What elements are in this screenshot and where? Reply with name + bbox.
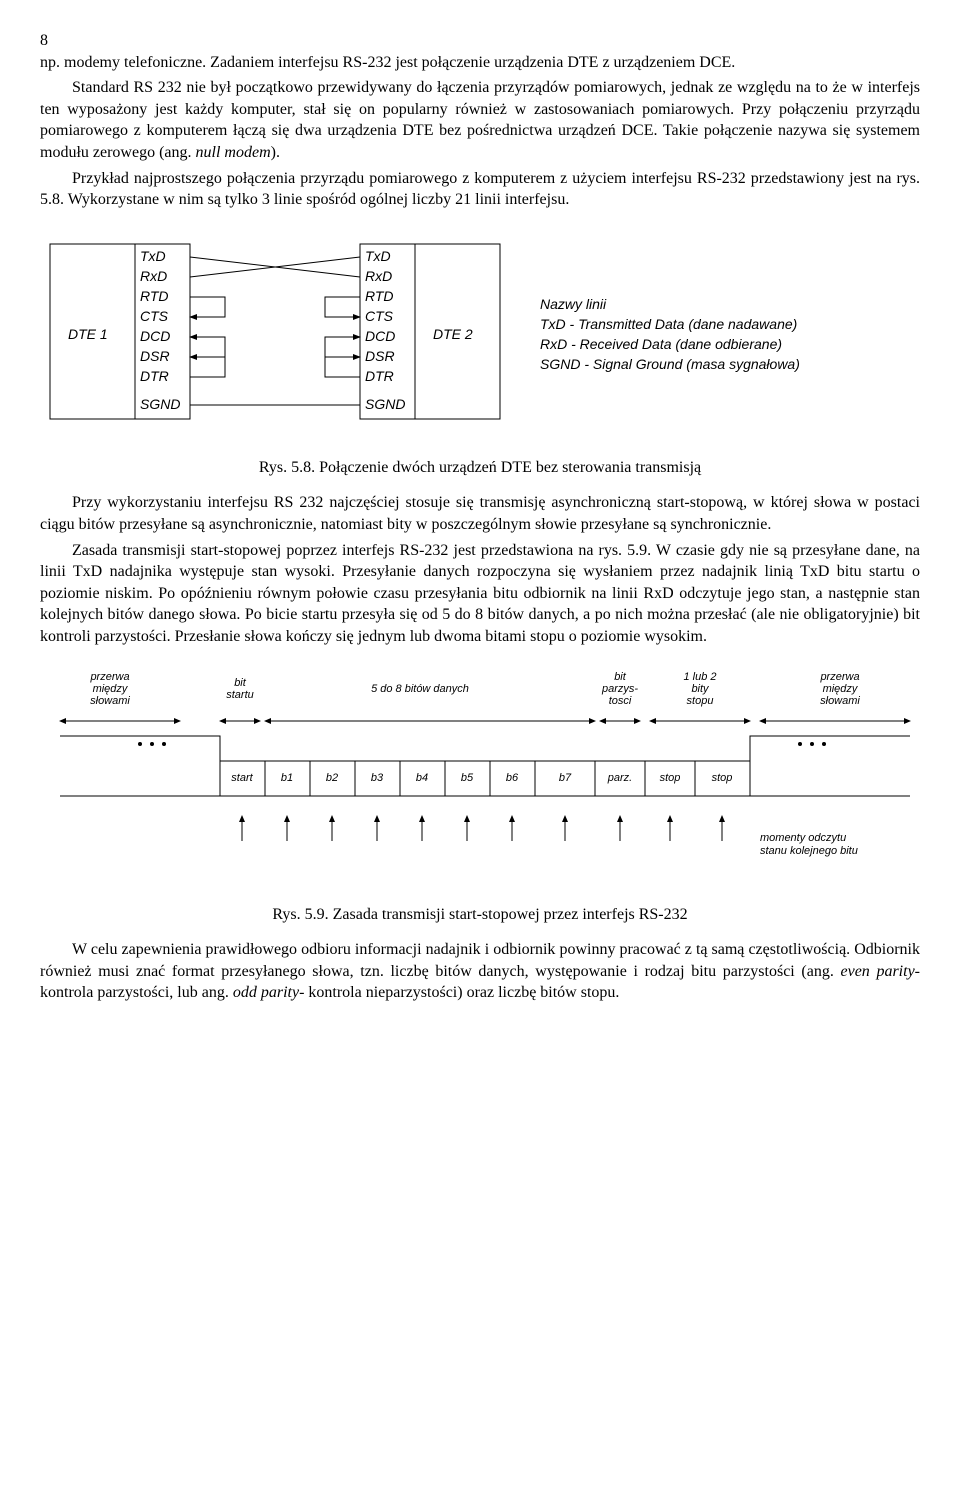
- pin-left-5: DSR: [140, 348, 170, 364]
- paragraph-1b-text: Standard RS 232 nie był początkowo przew…: [40, 79, 920, 161]
- stop-bits-label-1: 1 lub 2: [683, 671, 716, 683]
- legend-title: Nazwy linii: [540, 296, 607, 312]
- page-number: 8: [40, 30, 920, 52]
- paragraph-1c: Przykład najprostszego połączenia przyrz…: [40, 168, 920, 211]
- dte1-label: DTE 1: [68, 326, 108, 342]
- even-parity-term: even parity: [840, 963, 914, 980]
- paragraph-2b: Zasada transmisji start-stopowej poprzez…: [40, 540, 920, 648]
- pin-right-7: SGND: [365, 396, 405, 412]
- bit-label-b2: b2: [326, 772, 338, 784]
- sample-note-1: momenty odczytu: [760, 832, 846, 844]
- legend-line-1: TxD - Transmitted Data (dane nadawane): [540, 316, 797, 332]
- odd-parity-term: odd parity: [233, 984, 299, 1001]
- pin-left-3: CTS: [140, 308, 169, 324]
- stop-bits-label-3: stopu: [687, 695, 714, 707]
- paragraph-2a: Przy wykorzystaniu interfejsu RS 232 naj…: [40, 492, 920, 535]
- pin-right-6: DTR: [365, 368, 394, 384]
- gap-label-right-2: między: [823, 683, 859, 695]
- bit-label-b5: b5: [461, 772, 474, 784]
- bit-label-stop2: stop: [712, 772, 733, 784]
- pin-left-6: DTR: [140, 368, 169, 384]
- pin-right-4: DCD: [365, 328, 395, 344]
- figure-5-8-caption: Rys. 5.8. Połączenie dwóch urządzeń DTE …: [40, 457, 920, 479]
- pin-right-1: RxD: [365, 268, 392, 284]
- bit-label-b7: b7: [559, 772, 572, 784]
- pin-left-1: RxD: [140, 268, 167, 284]
- paragraph-3-tail: - kontrola nieparzystości) oraz liczbę b…: [299, 984, 619, 1001]
- paragraph-1a: np. modemy telefoniczne. Zadaniem interf…: [40, 52, 920, 74]
- legend-line-3: SGND - Signal Ground (masa sygnałowa): [540, 356, 800, 372]
- parity-label-2: parzys-: [601, 683, 638, 695]
- figure-5-9-diagram: przerwa między słowami bit startu 5 do 8…: [40, 666, 920, 886]
- pin-left-7: SGND: [140, 396, 180, 412]
- bit-label-b4: b4: [416, 772, 428, 784]
- gap-label-right-1: przerwa: [819, 671, 859, 683]
- pin-left-0: TxD: [140, 248, 166, 264]
- gap-label-left-2: między: [93, 683, 129, 695]
- sample-note-2: stanu kolejnego bitu: [760, 845, 858, 857]
- bit-label-start: start: [231, 772, 253, 784]
- bit-label-parz: parz.: [607, 772, 632, 784]
- legend-line-2: RxD - Received Data (dane odbierane): [540, 336, 782, 352]
- gap-label-left-3: słowami: [90, 695, 130, 707]
- pin-left-4: DCD: [140, 328, 170, 344]
- parity-label-3: tosci: [609, 695, 632, 707]
- figure-5-8-diagram: DTE 1 DTE 2 TxD RxD RTD CTS DCD DSR DTR …: [40, 229, 920, 439]
- parity-label-1: bit: [614, 671, 627, 683]
- bit-label-b1: b1: [281, 772, 293, 784]
- bit-label-stop1: stop: [660, 772, 681, 784]
- paragraph-3: W celu zapewnienia prawidłowego odbioru …: [40, 939, 920, 1004]
- paragraph-3-text: W celu zapewnienia prawidłowego odbioru …: [40, 941, 920, 980]
- pin-right-0: TxD: [365, 248, 391, 264]
- data-bits-label: 5 do 8 bitów danych: [371, 683, 469, 695]
- bit-label-b3: b3: [371, 772, 384, 784]
- null-modem-term: null modem: [196, 144, 271, 161]
- figure-5-9-caption: Rys. 5.9. Zasada transmisji start-stopow…: [40, 904, 920, 926]
- start-bit-label-2: startu: [226, 689, 254, 701]
- gap-label-left-1: przerwa: [89, 671, 129, 683]
- pin-right-3: CTS: [365, 308, 394, 324]
- gap-label-right-3: słowami: [820, 695, 860, 707]
- paragraph-1b: Standard RS 232 nie był początkowo przew…: [40, 77, 920, 163]
- pin-right-2: RTD: [365, 288, 394, 304]
- paragraph-1b-tail: ).: [271, 144, 280, 161]
- dte2-label: DTE 2: [433, 326, 473, 342]
- start-bit-label-1: bit: [234, 677, 247, 689]
- bit-label-b6: b6: [506, 772, 519, 784]
- pin-left-2: RTD: [140, 288, 169, 304]
- pin-right-5: DSR: [365, 348, 395, 364]
- stop-bits-label-2: bity: [691, 683, 710, 695]
